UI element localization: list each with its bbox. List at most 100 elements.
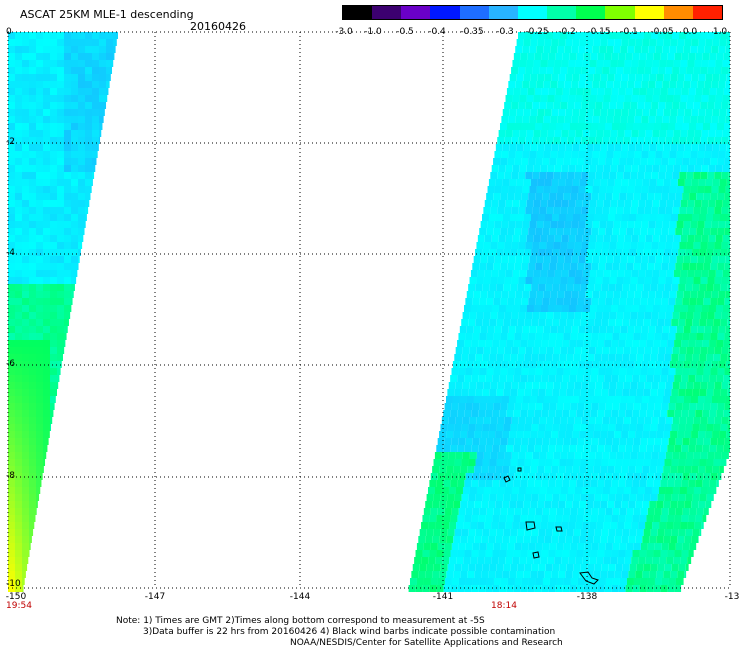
swath-cell [487, 326, 495, 333]
swath-cell [651, 137, 659, 144]
swath-cell [99, 102, 106, 109]
swath-cell [638, 200, 646, 207]
swath-cell [594, 494, 602, 501]
swath-cell [22, 256, 29, 263]
swath-cell [635, 74, 643, 81]
swath-cell [616, 137, 624, 144]
swath-cell [527, 375, 535, 382]
colorbar-tick-label: 0.0 [682, 27, 698, 37]
swath-cell [629, 459, 637, 466]
swath-cell [515, 291, 523, 298]
swath-cell [493, 298, 501, 305]
swath-cell [603, 130, 611, 137]
swath-cell [43, 102, 50, 109]
swath-cell [652, 557, 660, 564]
swath-cell [636, 459, 644, 466]
swath-cell [563, 473, 571, 480]
swath-cell [29, 382, 36, 389]
swath-cell [635, 501, 643, 508]
swath-cell [568, 522, 576, 529]
swath-cell [57, 214, 64, 221]
swath-cell [523, 109, 531, 116]
swath-cell [521, 333, 529, 340]
swath-cell [721, 312, 729, 319]
swath-cell [540, 522, 548, 529]
swath-cell [621, 214, 629, 221]
swath-cell [613, 81, 621, 88]
swath-cell [586, 74, 594, 81]
swath-cell [542, 438, 550, 445]
swath-cell [674, 445, 682, 452]
swath-cell [722, 95, 730, 102]
swath-cell [92, 179, 93, 186]
swath-cell [544, 144, 552, 151]
swath-cell [627, 46, 635, 53]
swath-cell [685, 529, 693, 536]
swath-cell [535, 263, 543, 270]
swath-cell [57, 123, 64, 130]
swath-cell [593, 144, 601, 151]
swath-cell [22, 410, 29, 417]
swath-cell [648, 46, 656, 53]
swath-cell [637, 312, 645, 319]
swath-cell [532, 487, 540, 494]
swath-cell [528, 578, 536, 585]
swath-cell [640, 438, 648, 445]
swath-cell [588, 207, 596, 214]
swath-cell [15, 249, 22, 256]
swath-cell [78, 88, 85, 95]
swath-cell [716, 340, 724, 347]
swath-cell [675, 228, 683, 235]
swath-cell [458, 438, 466, 445]
swath-cell [477, 557, 485, 564]
swath-cell [585, 186, 593, 193]
swath-cell [719, 109, 727, 116]
swath-cell [691, 501, 699, 508]
swath-cell [481, 431, 489, 438]
swath-cell [662, 291, 670, 298]
swath-cell [600, 431, 608, 438]
swath-cell [627, 116, 635, 123]
swath-cell [556, 158, 564, 165]
swath-cell [573, 494, 581, 501]
colorbar-segment [634, 6, 664, 19]
swath-cell [663, 144, 671, 151]
swath-cell [584, 508, 592, 515]
swath-cell [15, 298, 22, 305]
swath-cell [678, 284, 686, 291]
swath-cell [36, 228, 43, 235]
swath-cell [8, 410, 15, 417]
swath-cell [580, 354, 588, 361]
swath-cell [78, 179, 85, 186]
swath-cell [446, 571, 454, 578]
swath-cell [478, 480, 486, 487]
swath-cell [706, 459, 714, 466]
swath-cell [446, 501, 454, 508]
swath-cell [550, 151, 558, 158]
swath-cell [697, 186, 705, 193]
swath-cell [71, 95, 78, 102]
swath-cell [474, 431, 482, 438]
swath-cell [493, 263, 501, 270]
swath-cell [432, 466, 440, 473]
swath-cell [558, 571, 566, 578]
swath-cell [543, 256, 551, 263]
swath-cell [609, 277, 617, 284]
swath-cell [617, 235, 625, 242]
swath-cell [503, 529, 511, 536]
swath-cell [691, 214, 699, 221]
swath-cell [561, 200, 569, 207]
swath-cell [476, 277, 484, 284]
swath-cell [642, 536, 650, 543]
swath-cell [544, 501, 552, 508]
swath-cell [453, 431, 461, 438]
swath-cell [647, 333, 655, 340]
swath-cell [472, 333, 480, 340]
swath-cell [588, 382, 596, 389]
swath-cell [546, 277, 554, 284]
swath-cell [539, 102, 547, 109]
swath-cell [668, 333, 676, 340]
swath-cell [529, 116, 537, 123]
swath-cell [538, 529, 546, 536]
swath-cell [488, 466, 496, 473]
